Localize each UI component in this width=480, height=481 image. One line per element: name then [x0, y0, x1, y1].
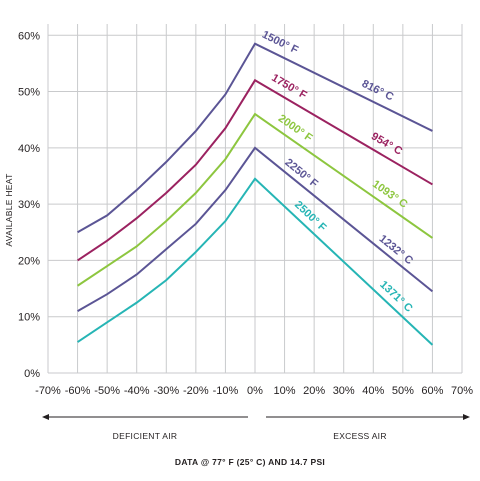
series-line	[77, 177, 434, 346]
x-tick-label: 20%	[303, 385, 325, 397]
y-tick-label: 60%	[18, 30, 40, 42]
deficient-air-arrow	[42, 414, 248, 420]
y-tick-label: 20%	[18, 255, 40, 267]
x-tick-label: 60%	[421, 385, 443, 397]
x-tick-label: 40%	[362, 385, 384, 397]
y-tick-label: 40%	[18, 143, 40, 155]
y-axis-title: AVAILABLE HEAT	[4, 173, 14, 246]
series-label: 816° C	[360, 78, 396, 104]
series-line	[77, 78, 433, 262]
x-tick-label: -70%	[35, 385, 61, 397]
x-tick-label: -30%	[153, 385, 179, 397]
x-tick-label: -10%	[213, 385, 239, 397]
series-label: 1750° F	[269, 72, 309, 102]
y-tick-label: 30%	[18, 199, 40, 211]
conditions-note: DATA @ 77° F (25° C) AND 14.7 PSI	[175, 457, 325, 467]
x-tick-label: 50%	[392, 385, 414, 397]
excess-air-arrow	[266, 414, 470, 420]
series-label: 954° C	[369, 130, 404, 157]
series-line	[77, 42, 433, 234]
y-tick-label: 10%	[18, 312, 40, 324]
series-lines	[77, 42, 434, 346]
x-tick-label: 0%	[247, 385, 263, 397]
series-line	[77, 112, 434, 287]
x-tick-label: -20%	[183, 385, 209, 397]
x-tick-label: -60%	[65, 385, 91, 397]
series-label: 1371° C	[377, 279, 414, 315]
y-tick-labels: 0% 10% 20% 30% 40% 50% 60%	[18, 30, 40, 380]
x-tick-label: 30%	[333, 385, 355, 397]
x-tick-label: -40%	[124, 385, 150, 397]
series-label: 2000° F	[276, 112, 315, 144]
series-label: 1093° C	[370, 178, 410, 211]
excess-air-label: EXCESS AIR	[333, 431, 387, 441]
x-tick-label: -50%	[94, 385, 120, 397]
series-line	[77, 146, 434, 312]
x-tick-labels: -70% -60% -50% -40% -30% -20% -10% 0% 10% 20% 30% 4…	[35, 385, 473, 397]
series-label: 1500° F	[260, 29, 300, 57]
y-tick-label: 50%	[18, 87, 40, 99]
deficient-air-label: DEFICIENT AIR	[113, 431, 178, 441]
x-tick-label: 70%	[451, 385, 473, 397]
y-tick-label: 0%	[24, 368, 40, 380]
gridlines	[47, 24, 463, 374]
x-tick-label: 10%	[274, 385, 296, 397]
